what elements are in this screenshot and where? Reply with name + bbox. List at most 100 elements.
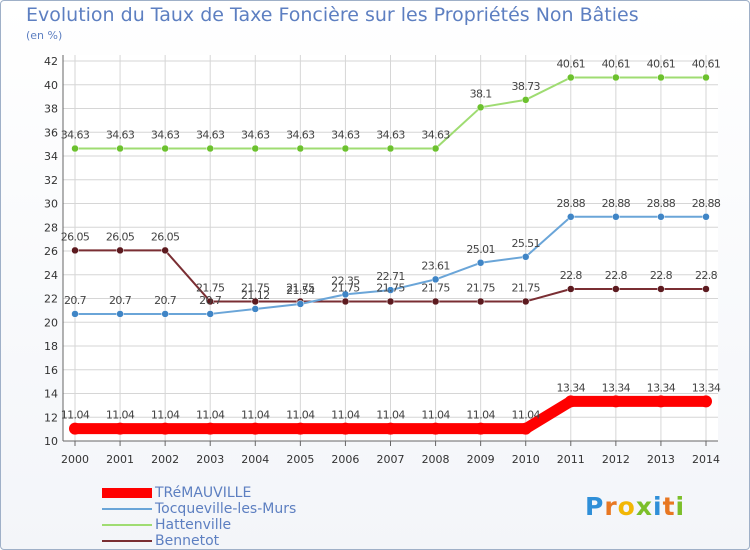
data-point-hattenville bbox=[296, 144, 305, 153]
data-point-tocqueville-les-murs bbox=[71, 310, 79, 318]
data-label-tremauville: 13.34 bbox=[557, 381, 586, 394]
data-point-tocqueville-les-murs bbox=[251, 305, 260, 313]
y-tick-label: 40 bbox=[44, 79, 58, 92]
data-label-tocqueville-les-murs: 28.88 bbox=[692, 197, 721, 210]
data-label-tremauville: 11.04 bbox=[241, 409, 270, 422]
data-point-tremauville bbox=[564, 395, 577, 408]
logo-letter: x bbox=[635, 492, 653, 521]
y-tick-label: 26 bbox=[44, 245, 58, 258]
logo-letter: o bbox=[617, 492, 636, 521]
data-point-hattenville bbox=[116, 144, 124, 153]
data-label-tremauville: 11.04 bbox=[151, 409, 180, 422]
y-tick-label: 12 bbox=[44, 411, 58, 424]
data-label-hattenville: 34.63 bbox=[196, 129, 225, 142]
data-point-hattenville bbox=[161, 144, 169, 153]
data-label-bennetot: 21.75 bbox=[466, 281, 495, 294]
x-tick-label: 2013 bbox=[647, 453, 675, 466]
data-label-hattenville: 34.63 bbox=[106, 129, 135, 142]
data-point-tocqueville-les-murs bbox=[521, 253, 530, 261]
data-label-tremauville: 11.04 bbox=[106, 409, 135, 422]
data-label-tocqueville-les-murs: 22.71 bbox=[376, 270, 405, 283]
data-point-hattenville bbox=[612, 73, 620, 82]
data-label-bennetot: 22.8 bbox=[605, 269, 628, 282]
line-chart: 10 12 14 16 18 20 22 24 26 28 30 32 34 36 38 40 42 2000 20… bbox=[44, 55, 721, 466]
data-point-bennetot bbox=[251, 297, 260, 306]
y-tick-label: 16 bbox=[44, 364, 58, 377]
data-label-tremauville: 11.04 bbox=[61, 409, 90, 422]
data-label-tocqueville-les-murs: 20.7 bbox=[109, 294, 132, 307]
data-label-hattenville: 38.73 bbox=[511, 80, 540, 93]
data-point-hattenville bbox=[431, 144, 440, 153]
data-label-hattenville: 34.63 bbox=[376, 129, 405, 142]
y-tick-label: 24 bbox=[44, 269, 58, 282]
legend-swatch bbox=[102, 508, 152, 510]
data-label-hattenville: 38.1 bbox=[470, 87, 492, 100]
data-label-hattenville: 34.63 bbox=[241, 129, 270, 142]
x-tick-label: 2005 bbox=[286, 453, 314, 466]
logo-letter: i bbox=[675, 492, 686, 521]
data-label-hattenville: 34.63 bbox=[61, 129, 90, 142]
data-label-bennetot: 22.8 bbox=[560, 269, 583, 282]
data-label-tremauville: 11.04 bbox=[376, 409, 405, 422]
data-point-tremauville bbox=[69, 422, 81, 435]
data-point-hattenville bbox=[657, 73, 665, 82]
data-point-tocqueville-les-murs bbox=[567, 213, 575, 221]
data-label-bennetot: 21.75 bbox=[286, 281, 315, 294]
data-label-hattenville: 34.63 bbox=[151, 129, 180, 142]
y-tick-label: 14 bbox=[44, 388, 58, 401]
data-label-bennetot: 22.8 bbox=[695, 269, 718, 282]
data-label-hattenville: 40.61 bbox=[692, 58, 721, 71]
data-label-bennetot: 26.05 bbox=[106, 230, 135, 243]
data-point-bennetot bbox=[702, 285, 710, 293]
data-point-hattenville bbox=[71, 144, 79, 153]
data-label-bennetot: 21.75 bbox=[196, 281, 225, 294]
data-label-hattenville: 34.63 bbox=[331, 129, 360, 142]
data-point-tocqueville-les-murs bbox=[612, 213, 620, 221]
legend-swatch bbox=[102, 488, 152, 498]
y-tick-label: 22 bbox=[44, 293, 58, 306]
data-point-bennetot bbox=[657, 285, 665, 293]
data-point-hattenville bbox=[476, 103, 485, 112]
data-point-tremauville bbox=[339, 422, 352, 435]
y-tick-label: 42 bbox=[44, 55, 58, 68]
y-tick-label: 34 bbox=[44, 150, 58, 163]
data-label-hattenville: 40.61 bbox=[602, 58, 631, 71]
data-label-tremauville: 13.34 bbox=[647, 381, 676, 394]
data-label-hattenville: 40.61 bbox=[647, 58, 676, 71]
data-label-tremauville: 13.34 bbox=[602, 381, 631, 394]
data-point-tocqueville-les-murs bbox=[116, 310, 124, 318]
data-point-tocqueville-les-murs bbox=[161, 310, 169, 318]
x-tick-label: 2003 bbox=[196, 453, 224, 466]
data-point-tremauville bbox=[384, 422, 397, 435]
data-point-hattenville bbox=[386, 144, 395, 153]
logo-letter: P bbox=[585, 492, 605, 521]
data-label-tremauville: 11.04 bbox=[286, 409, 315, 422]
unit-label: (en %) bbox=[26, 29, 63, 42]
x-tick-label: 2014 bbox=[692, 453, 720, 466]
data-point-tremauville bbox=[249, 422, 262, 435]
legend-label: Tocqueville-les-Murs bbox=[155, 501, 297, 517]
data-label-tremauville: 11.04 bbox=[466, 409, 495, 422]
data-point-bennetot bbox=[341, 297, 350, 306]
data-label-hattenville: 40.61 bbox=[557, 58, 586, 71]
data-point-tremauville bbox=[700, 395, 712, 408]
data-label-tremauville: 13.34 bbox=[692, 381, 721, 394]
data-label-bennetot: 21.75 bbox=[376, 281, 405, 294]
data-label-bennetot: 21.75 bbox=[331, 281, 360, 294]
data-label-hattenville: 34.63 bbox=[286, 129, 315, 142]
data-point-tremauville bbox=[474, 422, 487, 435]
data-point-tremauville bbox=[609, 395, 622, 408]
proxiti-logo: Proxiti bbox=[585, 492, 685, 521]
x-tick-label: 2001 bbox=[106, 453, 134, 466]
data-label-hattenville: 34.63 bbox=[421, 129, 450, 142]
data-label-tocqueville-les-murs: 28.88 bbox=[602, 197, 631, 210]
data-point-bennetot bbox=[431, 297, 440, 306]
data-label-tocqueville-les-murs: 25.01 bbox=[466, 243, 495, 256]
data-point-tocqueville-les-murs bbox=[476, 259, 485, 267]
data-point-bennetot bbox=[206, 297, 214, 306]
data-point-hattenville bbox=[702, 73, 710, 82]
legend-label: TRéMAUVILLE bbox=[155, 485, 252, 501]
data-point-hattenville bbox=[251, 144, 260, 153]
y-tick-label: 32 bbox=[44, 174, 58, 187]
data-point-bennetot bbox=[476, 297, 485, 306]
